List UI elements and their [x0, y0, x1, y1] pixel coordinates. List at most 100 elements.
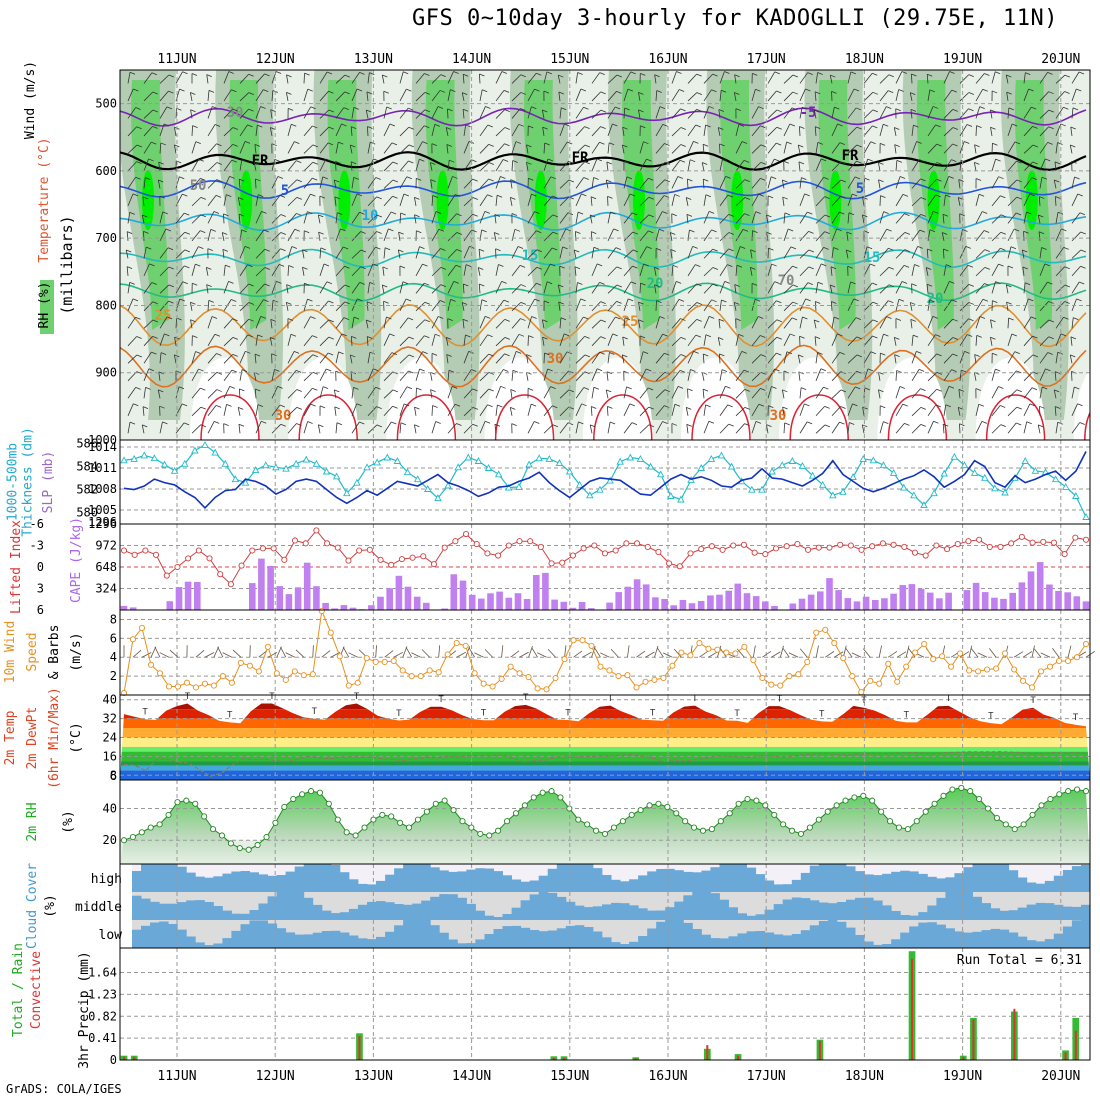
wind-barb	[383, 161, 394, 172]
cloud-cell	[990, 864, 1001, 892]
cloud-cell	[602, 875, 612, 892]
wind-barb-flag	[744, 197, 751, 200]
wind-barb-flag	[974, 354, 980, 357]
wind-speed-point	[417, 673, 424, 680]
wind-barb	[703, 421, 710, 434]
wind-barb-flag	[238, 407, 244, 410]
lifted-index-point	[259, 545, 267, 552]
wind-barb	[399, 298, 407, 312]
wind-barb	[271, 300, 274, 311]
wind-barb-flag	[878, 162, 884, 165]
wind-barb	[303, 125, 313, 137]
wind-barb	[223, 386, 231, 399]
wind-barb	[319, 336, 330, 347]
rh-point	[566, 805, 573, 812]
wind-barb-flag	[163, 123, 170, 127]
wind-barb	[143, 368, 150, 381]
wind-barb	[559, 370, 569, 382]
wind-barb-flag	[562, 246, 568, 250]
wind-barb	[623, 403, 631, 416]
wind-barb	[878, 645, 882, 658]
wind-barb	[639, 351, 644, 364]
wind-barb-flag	[1064, 74, 1071, 78]
wind-barb	[319, 71, 328, 84]
wind-barb-flag	[550, 176, 556, 180]
wind-barb-flag	[1073, 317, 1079, 320]
wind-barb-flag	[854, 176, 861, 180]
wind-barb	[280, 646, 287, 658]
wind-barb-flag	[824, 424, 831, 428]
wind-barb-flag	[142, 196, 149, 200]
wind-barb	[223, 354, 234, 364]
wind-barb-flag	[350, 354, 356, 358]
wind-barb-flag	[831, 91, 837, 94]
wind-barb-flag	[680, 318, 686, 321]
cloud-cell	[412, 903, 422, 920]
wind-barb	[991, 159, 996, 172]
wind-barb-flag	[135, 176, 141, 180]
wind-speed-point	[624, 672, 631, 679]
wind-barb	[447, 194, 456, 207]
wind-barb	[239, 141, 246, 154]
wind-speed-point	[588, 642, 595, 649]
cloud-cell	[674, 870, 684, 892]
wind-barb-flag	[200, 196, 206, 200]
cloud-cell	[954, 931, 964, 948]
wind-speed-point	[516, 670, 523, 677]
cloud-cell	[755, 874, 766, 892]
cloud-cell	[457, 871, 467, 892]
wind-barb	[1023, 335, 1033, 347]
wind-barb-flag	[952, 143, 958, 147]
wind-barb	[765, 214, 769, 224]
wind-barb	[1052, 647, 1060, 658]
wind-barb	[287, 389, 298, 399]
wind-barb-flag	[158, 179, 164, 183]
wind-barb-flag	[178, 386, 185, 390]
wind-barb	[191, 351, 196, 364]
wind-barb	[591, 282, 600, 294]
wind-barb	[751, 335, 761, 347]
cape-bar	[890, 593, 897, 610]
cloud-cell	[348, 908, 359, 920]
wind-barb	[751, 230, 753, 241]
wind-barb-flag	[353, 316, 360, 320]
wind-barb-flag	[440, 284, 446, 287]
wind-barb-flag	[456, 232, 463, 235]
wind-barb	[703, 299, 712, 312]
wind-barb	[271, 369, 275, 381]
wind-barb	[127, 107, 136, 119]
wind-barb	[255, 421, 262, 434]
wind-barb	[1031, 645, 1035, 658]
wind-barb	[207, 124, 216, 137]
wind-barb	[943, 109, 954, 119]
wind-barb-flag	[310, 403, 316, 407]
wind-speed-point	[750, 657, 757, 664]
wind-speed-point	[1029, 684, 1036, 691]
wind-barb-flag	[904, 422, 910, 426]
slp-point	[940, 469, 948, 477]
wind-barb	[559, 333, 565, 346]
wind-barb	[271, 404, 281, 417]
wind-barb-flag	[504, 318, 510, 322]
wind-barb	[175, 317, 178, 329]
wind-barb	[767, 336, 778, 347]
lifted-index-point	[815, 544, 822, 551]
wind-barb-flag	[255, 388, 261, 392]
wind-barb	[943, 353, 953, 364]
wind-barb	[799, 298, 807, 312]
wind-barb	[1053, 389, 1057, 399]
wind-barb	[239, 229, 243, 241]
wind-barb	[543, 281, 548, 294]
wind-barb	[862, 648, 871, 658]
lifted-index-point	[185, 555, 192, 562]
wind-barb-flag	[766, 231, 772, 235]
wind-barb	[158, 371, 161, 381]
rh-point	[539, 789, 546, 796]
wind-barb	[223, 71, 230, 84]
cloud-cell	[809, 865, 820, 892]
cloud-cell	[511, 879, 522, 892]
wind-barb-flag	[488, 388, 494, 392]
wind-barb	[974, 354, 977, 364]
wind-barb	[1039, 352, 1049, 364]
wind-barb	[255, 267, 266, 277]
